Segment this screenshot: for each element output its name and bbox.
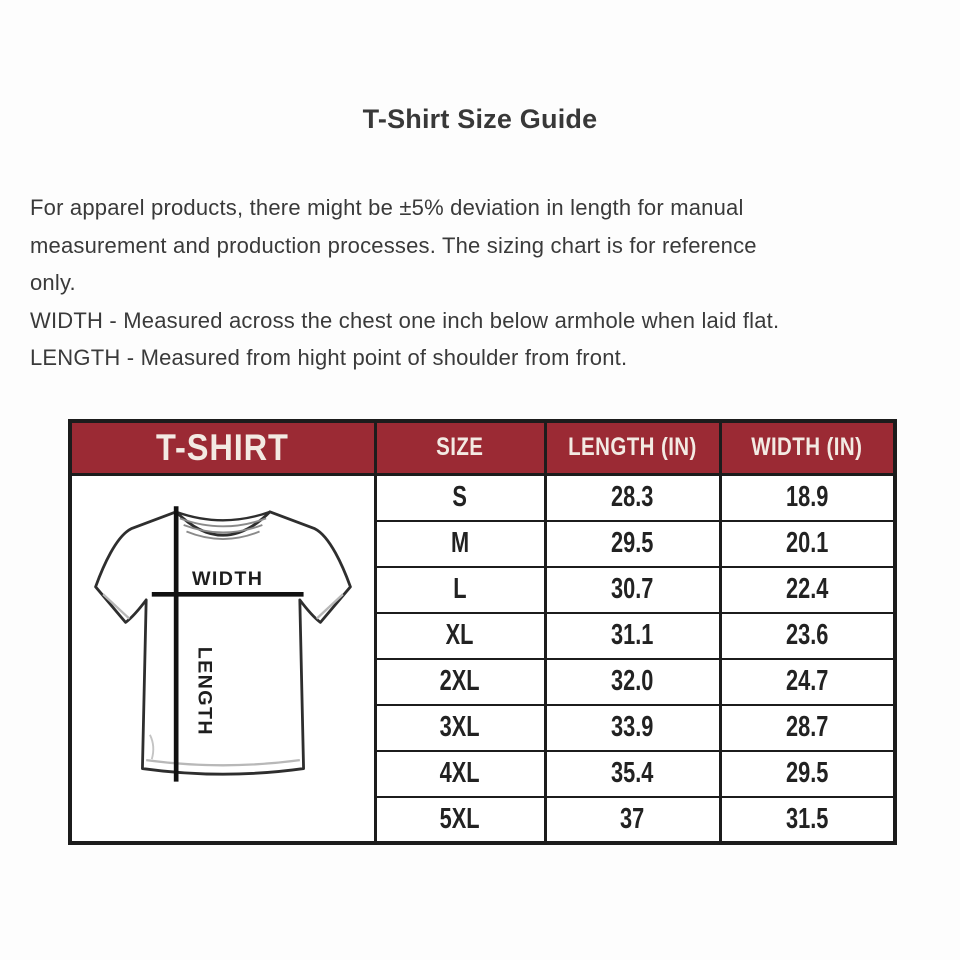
side-wrinkle xyxy=(148,734,154,760)
size-cell: M xyxy=(373,519,547,568)
length-cell: 29.5 xyxy=(543,519,722,568)
width-cell: 23.6 xyxy=(718,611,897,660)
length-note: LENGTH - Measured from hight point of sh… xyxy=(30,345,628,370)
table-header-size: SIZE xyxy=(373,419,547,476)
length-cell: 28.3 xyxy=(543,473,722,522)
table-header-length: LENGTH (IN) xyxy=(543,419,722,476)
length-cell: 32.0 xyxy=(543,657,722,706)
width-cell: 22.4 xyxy=(718,565,897,614)
length-cell: 31.1 xyxy=(543,611,722,660)
size-cell: 5XL xyxy=(373,795,547,844)
intro-line-3: only. xyxy=(30,270,76,295)
notes-block: For apparel products, there might be ±5%… xyxy=(30,189,930,377)
length-cell: 30.7 xyxy=(543,565,722,614)
intro-line-2: measurement and production processes. Th… xyxy=(30,232,757,258)
length-cell: 37 xyxy=(543,795,722,844)
tshirt-graphic: WIDTH LENGTH xyxy=(72,480,374,836)
size-cell: 4XL xyxy=(373,749,547,798)
size-cell: L xyxy=(373,565,547,614)
hem-seam xyxy=(145,759,300,767)
size-cell: S xyxy=(373,473,547,522)
tshirt-illustration-cell: WIDTH LENGTH xyxy=(68,473,377,844)
table-row: XL 31.1 23.6 xyxy=(70,611,897,660)
width-cell: 18.9 xyxy=(718,473,897,522)
length-cell: 33.9 xyxy=(543,703,722,752)
collar-rib-1 xyxy=(179,517,267,528)
width-note: WIDTH - Measured across the chest one in… xyxy=(30,307,780,333)
table-header-product: T-SHIRT xyxy=(68,419,377,476)
size-table: T-SHIRT SIZE LENGTH (IN) WIDTH (IN) xyxy=(68,418,897,845)
width-cell: 31.5 xyxy=(718,795,897,844)
right-cuff-seam xyxy=(315,593,344,620)
length-label: LENGTH xyxy=(193,647,215,736)
table-row: L 30.7 22.4 xyxy=(70,565,897,614)
table-row: 3XL 33.9 28.7 xyxy=(70,703,897,752)
table-row: 4XL 35.4 29.5 xyxy=(70,749,897,798)
collar-rib-3 xyxy=(185,530,260,541)
width-cell: 29.5 xyxy=(718,749,897,798)
table-row: 5XL 37 31.5 xyxy=(70,795,897,844)
tshirt-drawing-svg: WIDTH LENGTH xyxy=(93,506,352,782)
left-cuff-seam xyxy=(102,593,130,620)
collar-rib-2 xyxy=(183,524,263,534)
width-label: WIDTH xyxy=(192,568,263,590)
length-cell: 35.4 xyxy=(543,749,722,798)
tshirt-outline xyxy=(93,510,352,776)
table-row: WIDTH LENGTH S 28.3 18.9 xyxy=(68,473,897,844)
width-cell: 28.7 xyxy=(718,703,897,752)
size-cell: XL xyxy=(373,611,547,660)
width-cell: 20.1 xyxy=(718,519,897,568)
table-header-width: WIDTH (IN) xyxy=(718,419,897,476)
table-row: M 29.5 20.1 xyxy=(70,519,897,568)
table-header-row: T-SHIRT SIZE LENGTH (IN) WIDTH (IN) xyxy=(68,419,897,476)
width-cell: 24.7 xyxy=(718,657,897,706)
page-title: T-Shirt Size Guide xyxy=(362,104,598,134)
size-cell: 2XL xyxy=(373,657,547,706)
collar-line xyxy=(175,511,270,522)
table-row: 2XL 32.0 24.7 xyxy=(70,657,897,706)
intro-line-1: For apparel products, there might be ±5%… xyxy=(30,195,744,220)
size-cell: 3XL xyxy=(373,703,547,752)
